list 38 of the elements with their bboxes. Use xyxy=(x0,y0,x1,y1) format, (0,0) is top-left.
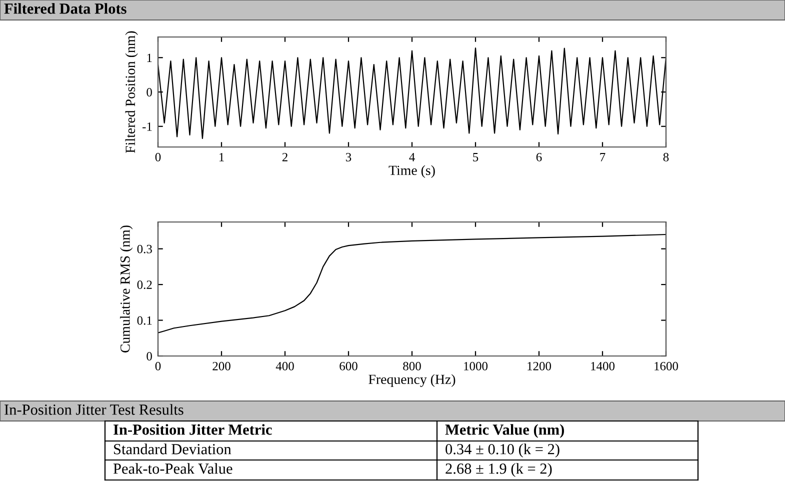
y-tick-label: 0.3 xyxy=(137,244,152,254)
x-tick-label: 1400 xyxy=(591,362,615,370)
x-tick-label: 600 xyxy=(340,362,358,370)
x-tick-label: 1200 xyxy=(528,362,552,370)
x-tick-label: 1 xyxy=(219,152,224,162)
x-tick-label: 0 xyxy=(155,152,161,162)
text: Standard Deviation xyxy=(114,444,232,454)
x-tick-label: 8 xyxy=(663,152,669,162)
y-axis-title: Filtered Position (nm) xyxy=(125,31,138,153)
x-tick-label: 5 xyxy=(473,153,478,162)
y-tick-label: 0 xyxy=(146,352,152,360)
x-tick-label: 7 xyxy=(600,153,606,162)
x-tick-label: 4 xyxy=(409,153,415,162)
text: Metric Value (nm) xyxy=(445,424,564,438)
chart-title: Filtered Data Plots xyxy=(4,3,126,14)
y-tick-label: 0 xyxy=(146,88,152,96)
x-axis-title: Time (s) xyxy=(388,165,435,178)
x-tick-label: 400 xyxy=(276,362,294,370)
y-tick-label: 0.1 xyxy=(137,316,152,325)
x-tick-label: 1600 xyxy=(654,362,678,370)
y-tick-label: 1 xyxy=(147,54,152,62)
line-series xyxy=(158,234,666,334)
x-tick-label: 6 xyxy=(536,152,542,162)
y-axis-title: Cumulative RMS (nm) xyxy=(120,226,133,352)
text: In-Position Jitter Test Results xyxy=(4,404,184,415)
text: Peak-to-Peak Value xyxy=(113,463,232,474)
x-tick-label: 1000 xyxy=(464,362,488,370)
y-tick-label: -1 xyxy=(142,122,152,131)
x-tick-label: 2 xyxy=(282,152,288,162)
x-tick-label: 800 xyxy=(403,362,421,370)
x-tick-label: 0 xyxy=(155,362,161,370)
text: In-Position Jitter Metric xyxy=(114,424,272,435)
x-tick-label: 200 xyxy=(212,362,230,370)
text: 0.34 ± 0.10 (k = 2) xyxy=(446,444,560,458)
y-tick-label: 0.2 xyxy=(137,280,152,290)
x-tick-label: 3 xyxy=(346,152,352,162)
x-axis-title: Frequency (Hz) xyxy=(368,374,456,387)
text: 2.68 ± 1.9 (k = 2) xyxy=(446,463,552,477)
